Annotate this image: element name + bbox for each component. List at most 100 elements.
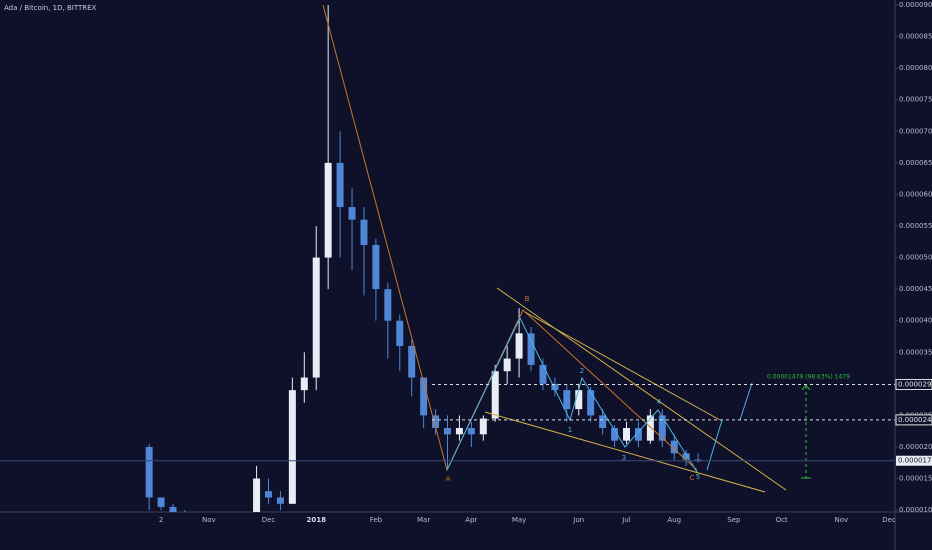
y-tick-label: 0.00004000 bbox=[899, 317, 932, 325]
measure-label: 0.00001479 (98.63%) 1479 bbox=[767, 374, 850, 381]
candle-body bbox=[193, 520, 200, 523]
candle-body bbox=[646, 415, 654, 441]
x-tick-label: Dec bbox=[882, 516, 896, 524]
projection bbox=[739, 382, 753, 421]
y-tick-label: 0.00005000 bbox=[899, 254, 932, 262]
level-label: 0.00002429 bbox=[898, 416, 932, 424]
candle-body bbox=[467, 428, 475, 435]
x-tick-label: Aug bbox=[667, 516, 681, 524]
level-label-box bbox=[895, 378, 932, 390]
x-tick-label: Sep bbox=[727, 516, 741, 524]
candle-body bbox=[181, 513, 188, 519]
candle-body bbox=[527, 333, 535, 365]
x-tick-label: Jul bbox=[621, 516, 631, 524]
candle-body bbox=[396, 320, 404, 346]
candle-body bbox=[276, 497, 284, 504]
candle-body bbox=[432, 415, 440, 429]
x-tick-label: Dec bbox=[262, 516, 276, 524]
candle-body bbox=[587, 390, 595, 416]
wave-label: B bbox=[525, 295, 530, 303]
candle-body bbox=[229, 523, 236, 524]
candle-body bbox=[312, 257, 320, 378]
candle-body bbox=[563, 390, 571, 410]
candle-body bbox=[694, 459, 702, 461]
candle-body bbox=[348, 207, 356, 220]
candle-body bbox=[551, 383, 559, 391]
candle-body bbox=[217, 524, 224, 526]
candle-body bbox=[157, 497, 165, 507]
candle-body bbox=[372, 244, 380, 290]
x-tick-label: 2018 bbox=[306, 516, 326, 524]
candle-body bbox=[479, 418, 487, 435]
y-tick-label: 0.00008000 bbox=[899, 64, 932, 72]
y-tick-label: 0.00002000 bbox=[899, 443, 932, 451]
x-tick-label: Nov bbox=[202, 516, 216, 524]
y-tick-label: 0.00006000 bbox=[899, 190, 932, 198]
candle-body bbox=[288, 390, 296, 504]
candle-body bbox=[169, 506, 177, 512]
x-tick-label: Mar bbox=[417, 516, 430, 524]
candle-body bbox=[336, 162, 344, 208]
candle-body bbox=[408, 345, 416, 378]
candle-body bbox=[300, 377, 308, 391]
candle-body bbox=[515, 333, 523, 359]
last-price-label: 0.00001782 bbox=[898, 457, 932, 465]
candle-body bbox=[384, 289, 392, 321]
x-tick-label: Feb bbox=[370, 516, 383, 524]
y-tick-label: 0.00006500 bbox=[899, 159, 932, 167]
wave-label: 4 bbox=[657, 398, 662, 406]
candle-body bbox=[241, 523, 248, 524]
candle-body bbox=[658, 415, 666, 441]
candle-body bbox=[599, 415, 607, 429]
candle-body bbox=[455, 428, 463, 435]
wave-line bbox=[446, 316, 698, 473]
candles bbox=[145, 5, 702, 526]
candle-body bbox=[539, 364, 547, 384]
y-tick-label: 0.00007500 bbox=[899, 96, 932, 104]
candle-body bbox=[444, 428, 451, 435]
candle-body bbox=[575, 390, 583, 410]
wedge-inner bbox=[524, 311, 721, 421]
candle-body bbox=[623, 428, 630, 441]
wave-label: C bbox=[690, 474, 695, 482]
candle-body bbox=[145, 446, 153, 498]
wave-label: 5 bbox=[696, 473, 700, 481]
y-tick-label: 0.00005500 bbox=[899, 222, 932, 230]
x-tick-label: Apr bbox=[465, 516, 477, 524]
candle-body bbox=[682, 453, 690, 460]
wedge-lower bbox=[484, 411, 766, 493]
y-tick-label: 0.00001000 bbox=[899, 506, 932, 514]
wave-label: 2 bbox=[580, 367, 584, 375]
level-label-box bbox=[895, 414, 932, 426]
wave-label: A bbox=[446, 475, 451, 483]
x-tick-label: Oct bbox=[776, 516, 788, 524]
x-tick-label: May bbox=[512, 516, 526, 524]
candle-body bbox=[253, 478, 261, 512]
y-tick-label: 0.00007000 bbox=[899, 127, 932, 135]
wave-label: 1 bbox=[568, 426, 572, 434]
x-tick-label: Nov bbox=[834, 516, 848, 524]
candle-body bbox=[324, 162, 332, 258]
projection bbox=[706, 419, 723, 471]
last-price-box bbox=[896, 455, 932, 466]
y-tick-label: 0.00009000 bbox=[899, 1, 932, 9]
y-tick-label: 0.00004500 bbox=[899, 285, 932, 293]
x-tick-label: Jun bbox=[572, 516, 584, 524]
y-tick-label: 0.00003500 bbox=[899, 348, 932, 356]
candle-body bbox=[420, 377, 428, 416]
drawings bbox=[0, 4, 895, 493]
x-tick-label: 2 bbox=[159, 516, 163, 524]
level-label: 0.00002990 bbox=[898, 380, 932, 388]
candle-body bbox=[670, 440, 678, 454]
wave-label: 3 bbox=[622, 454, 626, 462]
candle-body bbox=[360, 219, 368, 245]
candle-body bbox=[634, 428, 642, 441]
y-tick-label: 0.00001500 bbox=[899, 475, 932, 483]
candle-body bbox=[491, 371, 499, 419]
wedge-upper bbox=[496, 287, 787, 491]
abc-trendline bbox=[322, 4, 698, 472]
candle-body bbox=[265, 491, 272, 498]
chart-title: Ada / Bitcoin, 1D, BITTREX bbox=[4, 4, 97, 12]
candle-body bbox=[503, 358, 511, 372]
